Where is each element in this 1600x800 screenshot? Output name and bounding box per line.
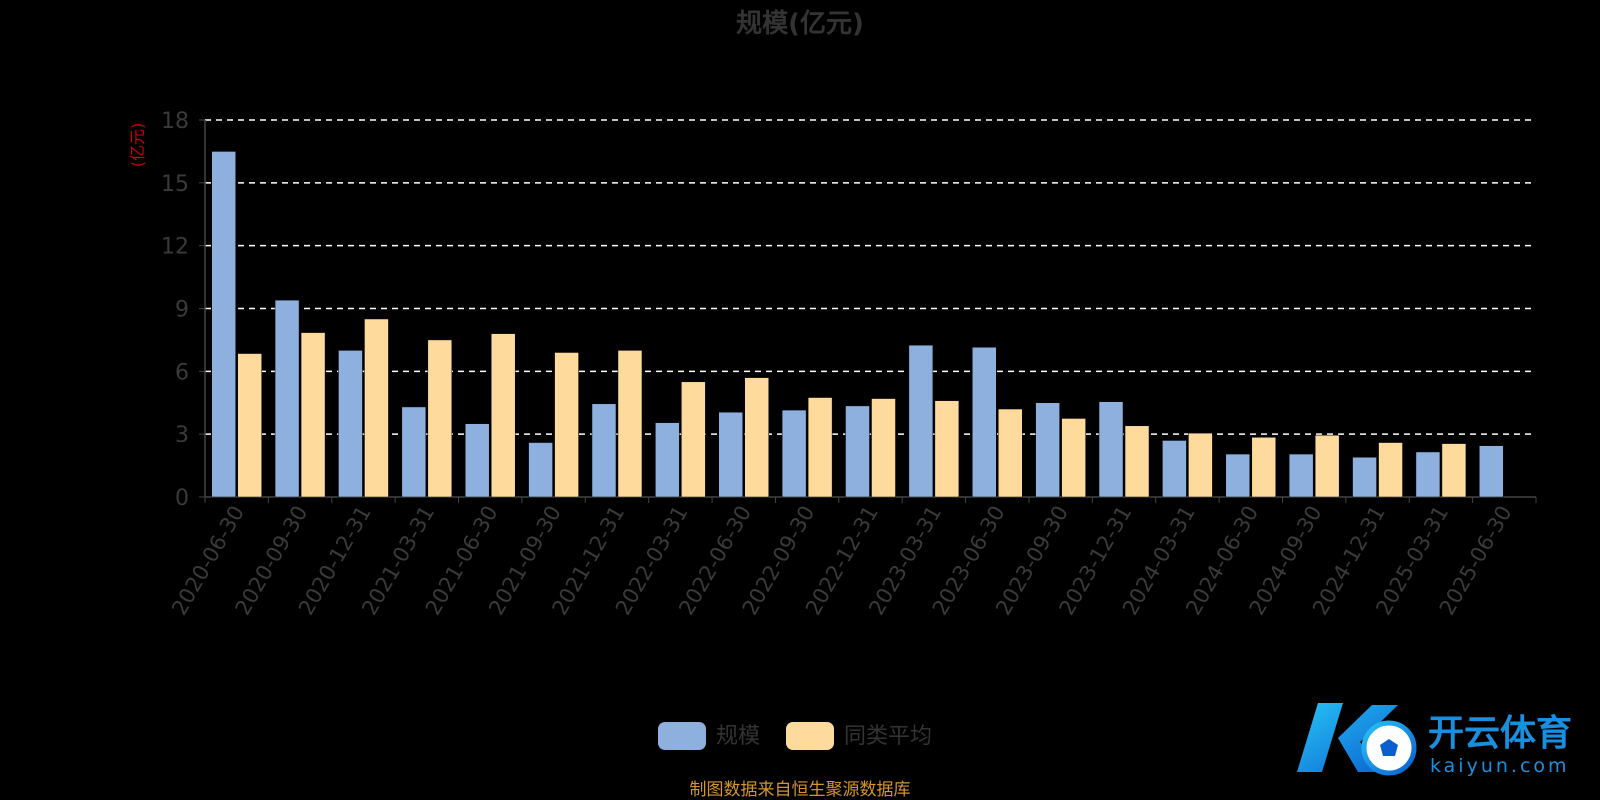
bar-category-average[interactable] — [1378, 442, 1403, 498]
bar-category-average[interactable] — [1188, 432, 1213, 498]
bar-scale[interactable] — [845, 405, 870, 498]
legend-item-category-average[interactable]: 同类平均 — [786, 722, 932, 750]
bar-category-average[interactable] — [998, 408, 1023, 498]
bar-category-average[interactable] — [490, 333, 516, 498]
legend-item-scale[interactable]: 规模 — [658, 722, 760, 750]
y-axis-unit-label: (亿元) — [128, 123, 147, 168]
y-tick-label: 18 — [161, 109, 189, 134]
y-tick-label: 6 — [175, 360, 189, 385]
bar-scale[interactable] — [781, 409, 807, 498]
bar-scale[interactable] — [1352, 456, 1377, 498]
bar-category-average[interactable] — [807, 397, 833, 498]
bar-scale[interactable] — [338, 350, 363, 498]
bar-scale[interactable] — [211, 151, 236, 498]
legend[interactable]: 规模 同类平均 — [658, 722, 932, 750]
bar-scale[interactable] — [591, 403, 617, 498]
bar-scale[interactable] — [1035, 402, 1060, 498]
bars — [211, 151, 1504, 498]
chart-title: 规模(亿元) — [736, 9, 864, 39]
bar-scale[interactable] — [401, 406, 427, 498]
bar-category-average[interactable] — [1124, 425, 1150, 498]
bar-scale[interactable] — [528, 442, 553, 498]
bar-category-average[interactable] — [427, 339, 453, 498]
legend-swatch-category-average — [786, 722, 834, 750]
bar-category-average[interactable] — [1314, 434, 1340, 498]
legend-label-category-average: 同类平均 — [844, 724, 932, 749]
y-tick-label: 0 — [175, 486, 189, 511]
bar-category-average[interactable] — [617, 350, 643, 498]
bar-category-average[interactable] — [1441, 443, 1467, 498]
soccer-ball-patch — [1380, 739, 1398, 756]
data-source-note: 制图数据来自恒生聚源数据库 — [690, 780, 911, 800]
bar-category-average[interactable] — [1061, 418, 1086, 498]
bar-scale[interactable] — [274, 299, 300, 498]
bar-scale[interactable] — [972, 346, 997, 498]
bar-category-average[interactable] — [1251, 437, 1277, 498]
bar-category-average[interactable] — [871, 398, 896, 498]
bar-scale[interactable] — [655, 422, 680, 498]
y-tick-label: 12 — [161, 235, 189, 260]
bar-category-average[interactable] — [300, 332, 326, 498]
bar-category-average[interactable] — [744, 377, 769, 498]
bar-category-average[interactable] — [554, 352, 579, 498]
bar-scale[interactable] — [1479, 445, 1504, 498]
bar-category-average[interactable] — [934, 400, 960, 498]
y-tick-label: 3 — [175, 423, 189, 448]
y-tick-label: 9 — [175, 298, 189, 323]
grid-lines — [205, 119, 1536, 435]
watermark-logo: 开云体育 kaiyun.com — [1297, 703, 1572, 777]
logo-k-mark — [1297, 703, 1398, 772]
bar-scale[interactable] — [718, 411, 743, 498]
bar-scale[interactable] — [908, 344, 934, 498]
bar-category-average[interactable] — [237, 353, 262, 498]
y-tick-label: 15 — [161, 172, 189, 197]
legend-swatch-scale — [658, 722, 706, 750]
bar-scale[interactable] — [1162, 440, 1187, 498]
bar-category-average[interactable] — [681, 381, 706, 498]
legend-label-scale: 规模 — [716, 724, 760, 749]
bar-category-average[interactable] — [364, 318, 389, 498]
x-axis-ticks: 2020-06-302020-09-302020-12-312021-03-31… — [167, 497, 1537, 619]
watermark-brand: 开云体育 — [1428, 713, 1572, 754]
watermark-domain: kaiyun.com — [1430, 755, 1570, 777]
bar-scale[interactable] — [464, 423, 490, 498]
y-axis-ticks: 0 3 6 9 12 15 18 — [161, 109, 205, 511]
bar-scale[interactable] — [1225, 453, 1251, 498]
bar-scale[interactable] — [1288, 453, 1314, 498]
bar-scale[interactable] — [1098, 401, 1124, 498]
bar-scale[interactable] — [1415, 451, 1441, 498]
